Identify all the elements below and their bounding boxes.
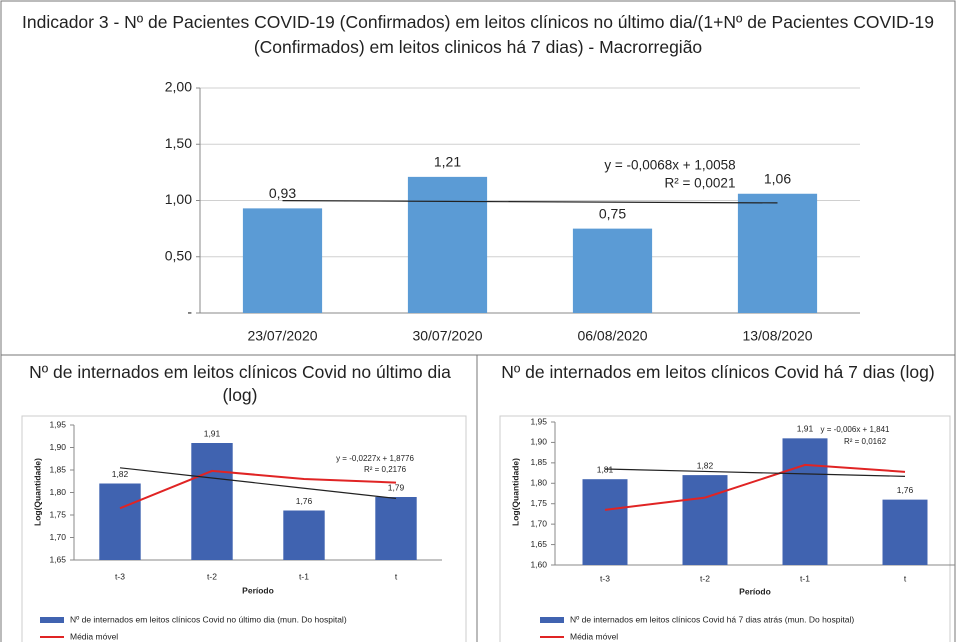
data-label: 0,93 <box>269 185 296 201</box>
line-series <box>119 469 397 510</box>
x-tick-label: t <box>395 571 398 581</box>
y-tick-label: 1,95 <box>49 419 66 429</box>
bar <box>407 176 488 313</box>
y-tick-label: 1,90 <box>49 442 66 452</box>
data-label: 1,82 <box>697 460 714 470</box>
x-tick-label: t <box>904 573 907 583</box>
y-tick-label: - <box>187 304 192 320</box>
y-axis-label: Log(Quantidade) <box>510 458 520 526</box>
data-label: 1,91 <box>204 428 221 438</box>
trend-r2: R² = 0,2176 <box>364 465 407 474</box>
x-tick-label: t-3 <box>600 573 610 583</box>
y-tick-label: 1,75 <box>530 498 547 508</box>
x-tick-label: t-2 <box>207 571 217 581</box>
y-tick-label: 1,85 <box>49 464 66 474</box>
legend-label: Nº de internados em leitos clínicos Covi… <box>570 614 854 624</box>
trend-equation: y = -0,006x + 1,841 <box>821 425 890 434</box>
trendline <box>119 467 397 500</box>
data-label: 1,21 <box>434 154 461 170</box>
data-label: 1,79 <box>388 482 405 492</box>
line-series <box>604 463 906 511</box>
y-tick-label: 1,95 <box>530 416 547 426</box>
legend-label: Média móvel <box>570 631 618 641</box>
x-tick-label: t-3 <box>115 571 125 581</box>
x-axis-label: Período <box>242 585 274 595</box>
bar <box>682 475 728 565</box>
y-tick-label: 1,80 <box>49 487 66 497</box>
x-tick-label: t-1 <box>800 573 810 583</box>
y-tick-label: 0,50 <box>165 247 192 263</box>
x-tick-label: t-2 <box>700 573 710 583</box>
trend-equation: y = -0,0068x + 1,0058 <box>604 158 735 173</box>
legend-label: Nº de internados em leitos clínicos Covi… <box>70 614 347 624</box>
bar <box>782 438 828 565</box>
x-tick-label: t-1 <box>299 571 309 581</box>
y-tick-label: 1,65 <box>530 539 547 549</box>
x-tick-label: 13/08/2020 <box>742 328 812 344</box>
bar <box>283 510 325 560</box>
legend-swatch <box>540 617 564 623</box>
y-axis-label: Log(Quantidade) <box>32 458 42 526</box>
bar <box>882 499 928 565</box>
data-label: 1,82 <box>112 469 129 479</box>
trend-r2: R² = 0,0021 <box>665 176 736 191</box>
bar <box>242 208 323 313</box>
trend-equation: y = -0,0227x + 1,8776 <box>336 454 414 463</box>
data-label: 1,76 <box>897 485 914 495</box>
y-tick-label: 1,75 <box>49 509 66 519</box>
y-tick-label: 1,90 <box>530 437 547 447</box>
bar <box>572 228 653 313</box>
y-tick-label: 1,00 <box>165 191 192 207</box>
y-tick-label: 1,70 <box>49 532 66 542</box>
data-label: 1,06 <box>764 170 791 186</box>
y-tick-label: 1,65 <box>49 554 66 564</box>
bar <box>737 193 818 313</box>
data-label: 0,75 <box>599 205 626 221</box>
legend-label: Média móvel <box>70 631 118 641</box>
chart-title: Nº de internados em leitos clínicos Covi… <box>29 362 451 405</box>
bar <box>582 479 628 565</box>
y-tick-label: 1,60 <box>530 559 547 569</box>
chart-title: Indicador 3 - Nº de Pacientes COVID-19 (… <box>22 12 934 57</box>
x-tick-label: 30/07/2020 <box>412 328 482 344</box>
trendline <box>604 468 906 477</box>
data-label: 1,91 <box>797 424 814 434</box>
data-label: 1,76 <box>296 496 313 506</box>
y-tick-label: 1,70 <box>530 518 547 528</box>
x-axis-label: Período <box>739 586 771 596</box>
trendline <box>282 200 778 204</box>
y-tick-label: 1,85 <box>530 457 547 467</box>
y-tick-label: 1,80 <box>530 478 547 488</box>
legend-swatch <box>40 617 64 623</box>
y-tick-label: 2,00 <box>165 79 192 95</box>
y-tick-label: 1,50 <box>165 135 192 151</box>
bar <box>191 443 233 560</box>
trend-r2: R² = 0,0162 <box>844 437 887 446</box>
x-tick-label: 06/08/2020 <box>577 328 647 344</box>
bar <box>99 483 141 560</box>
chart-title: Nº de internados em leitos clínicos Covi… <box>501 362 935 382</box>
x-tick-label: 23/07/2020 <box>247 328 317 344</box>
bar <box>375 497 417 560</box>
